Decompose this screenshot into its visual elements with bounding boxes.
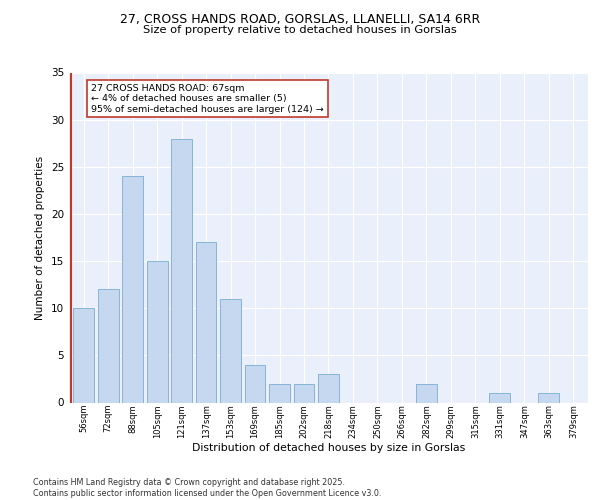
Bar [220,299,241,403]
Bar [318,374,339,402]
Bar [490,393,510,402]
Bar [538,393,559,402]
Text: 27, CROSS HANDS ROAD, GORSLAS, LLANELLI, SA14 6RR: 27, CROSS HANDS ROAD, GORSLAS, LLANELLI,… [120,12,480,26]
Text: Size of property relative to detached houses in Gorslas: Size of property relative to detached ho… [143,25,457,35]
Bar [196,242,217,402]
Bar [171,138,192,402]
Bar [293,384,314,402]
X-axis label: Distribution of detached houses by size in Gorslas: Distribution of detached houses by size … [192,444,465,454]
Bar [98,290,119,403]
Bar [416,384,437,402]
Bar [122,176,143,402]
Bar [269,384,290,402]
Y-axis label: Number of detached properties: Number of detached properties [35,156,46,320]
Text: Contains HM Land Registry data © Crown copyright and database right 2025.
Contai: Contains HM Land Registry data © Crown c… [33,478,382,498]
Bar [147,261,167,402]
Bar [73,308,94,402]
Text: 27 CROSS HANDS ROAD: 67sqm
← 4% of detached houses are smaller (5)
95% of semi-d: 27 CROSS HANDS ROAD: 67sqm ← 4% of detac… [91,84,324,114]
Bar [245,365,265,403]
